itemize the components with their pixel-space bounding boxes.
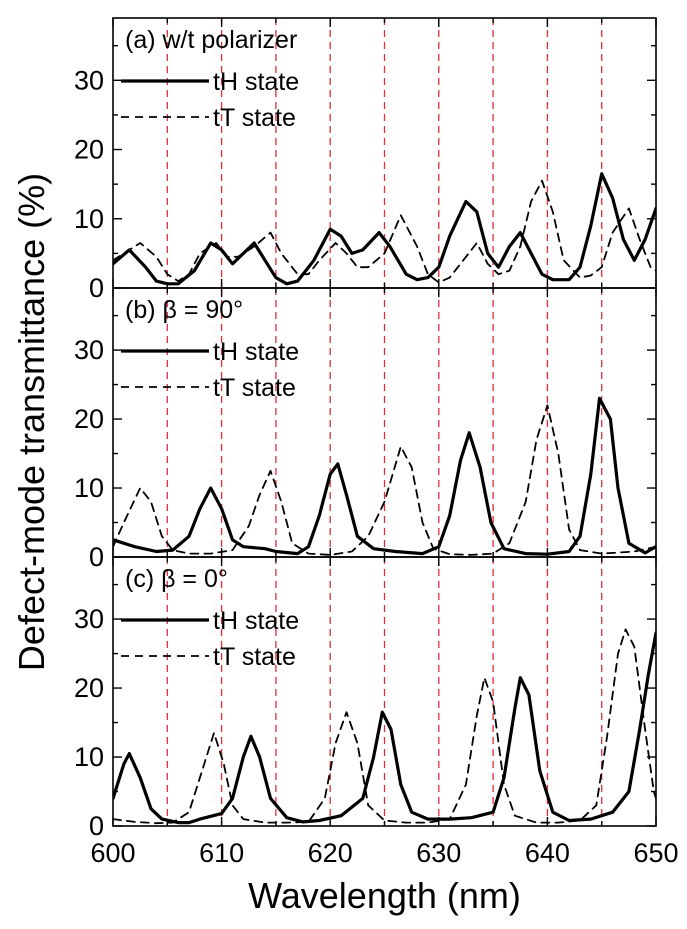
legend-label: tT state xyxy=(213,643,296,671)
series-line xyxy=(113,172,656,286)
panel-label: (c) β = 0° xyxy=(125,565,228,593)
data-curves xyxy=(113,172,656,825)
series-line xyxy=(113,179,656,284)
y-tick-label: 10 xyxy=(74,742,104,772)
reference-lines xyxy=(166,18,603,826)
series-line xyxy=(113,404,656,556)
series-line xyxy=(113,628,656,825)
y-tick-label: 10 xyxy=(74,473,104,503)
y-axis-title: Defect-mode transmittance (%) xyxy=(11,173,52,671)
x-tick-label: 620 xyxy=(308,838,353,868)
y-tick-label: 30 xyxy=(74,604,104,634)
series-line xyxy=(113,396,656,556)
x-tick-label: 640 xyxy=(525,838,570,868)
panel-label: (b) β = 90° xyxy=(125,296,243,324)
x-tick-label: 610 xyxy=(199,838,244,868)
y-tick-label: 20 xyxy=(74,135,104,165)
y-tick-label: 0 xyxy=(89,811,104,841)
x-tick-label: 630 xyxy=(416,838,461,868)
legend-label: tT state xyxy=(213,374,296,402)
legend-label: tH state xyxy=(213,338,299,366)
y-tick-label: 0 xyxy=(89,542,104,572)
x-tick-label: 600 xyxy=(90,838,135,868)
y-tick-label: 30 xyxy=(74,65,104,95)
panel-label: (a) w/t polarizer xyxy=(125,26,297,54)
legend-label: tH state xyxy=(213,68,299,96)
axis-ticks xyxy=(112,18,657,827)
y-tick-label: 20 xyxy=(74,404,104,434)
y-tick-label: 10 xyxy=(74,204,104,234)
y-tick-label: 0 xyxy=(89,273,104,303)
x-axis-title: Wavelength (nm) xyxy=(248,875,521,916)
series-line xyxy=(113,631,656,825)
legend-label: tH state xyxy=(213,607,299,635)
y-tick-label: 20 xyxy=(74,673,104,703)
chart-text: 0 10 20 30 (a) w/t polarizer tH state tT state… xyxy=(74,26,679,868)
legend-label: tT state xyxy=(213,104,296,132)
x-tick-label: 650 xyxy=(633,838,678,868)
y-tick-label: 30 xyxy=(74,335,104,365)
